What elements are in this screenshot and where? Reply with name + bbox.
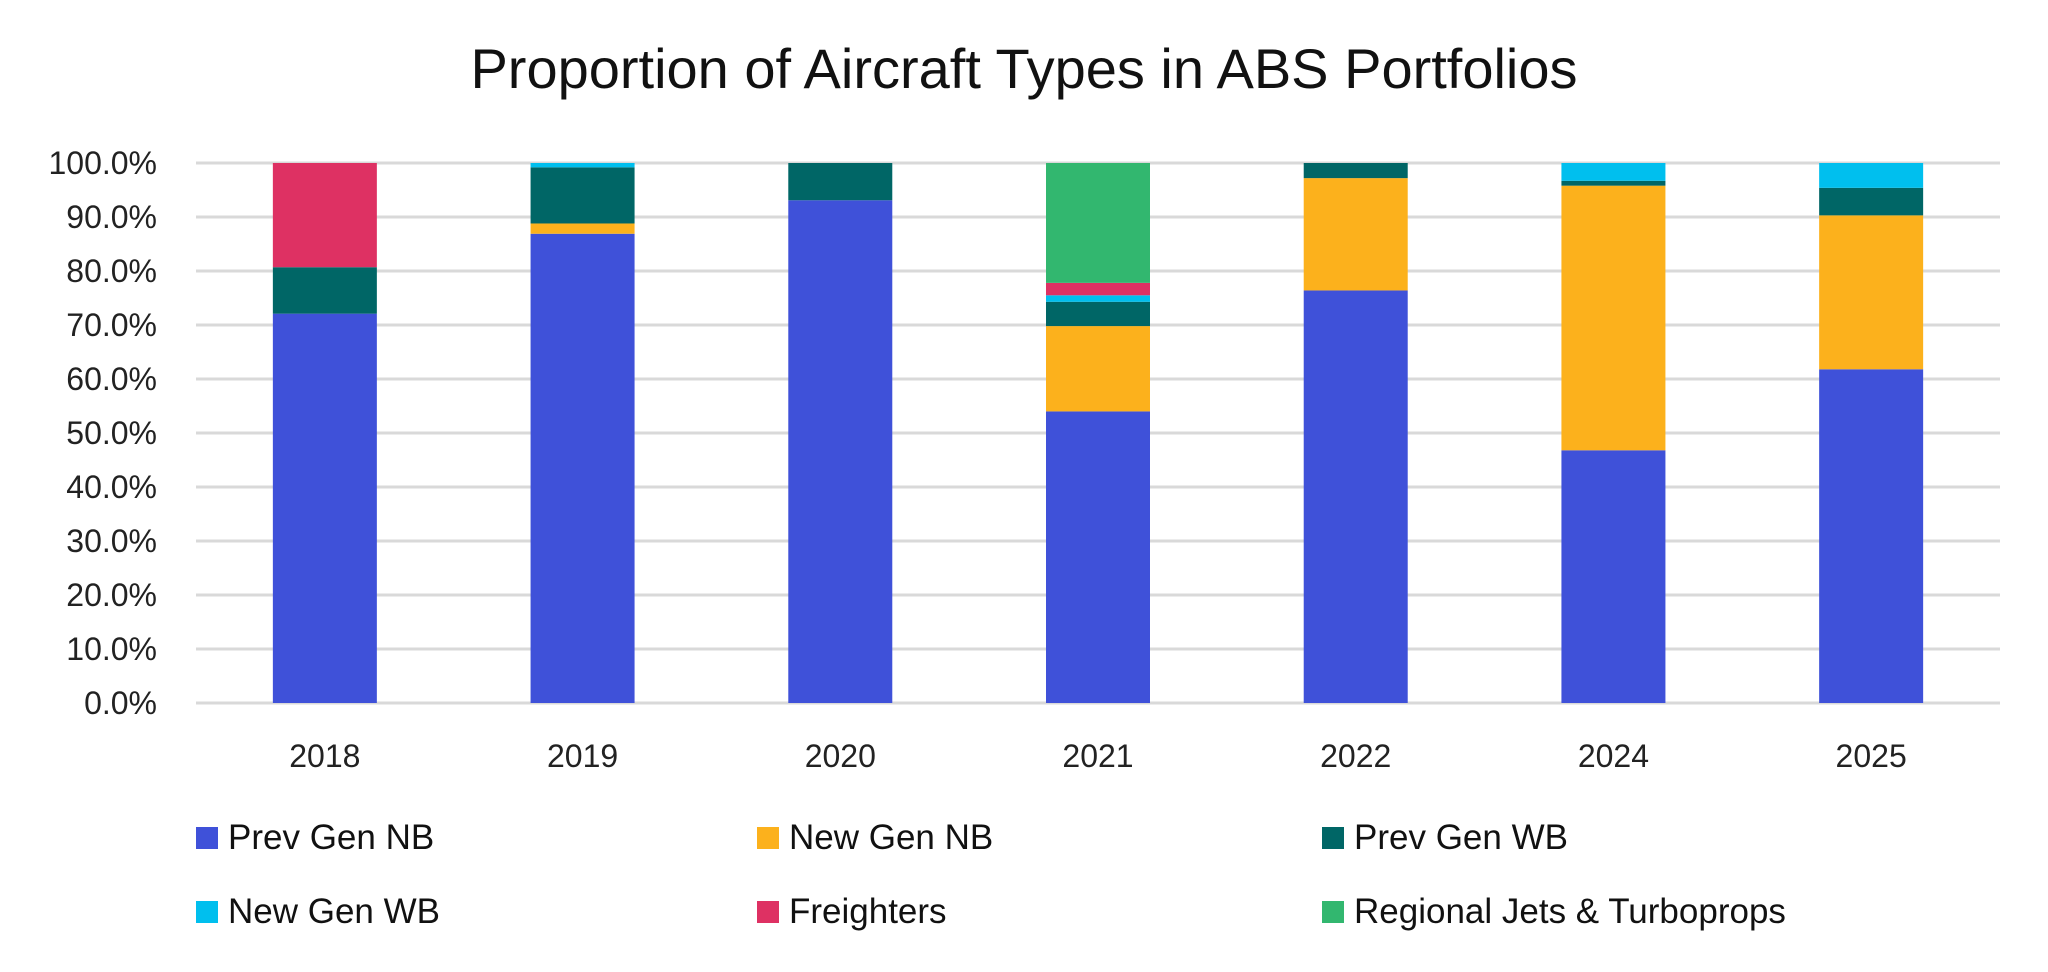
bar-segment [272, 313, 377, 703]
bar-segment [530, 163, 635, 168]
bar-segment [788, 200, 893, 703]
x-tick-label: 2019 [547, 738, 618, 774]
legend-label: Freighters [789, 892, 947, 931]
x-tick-label: 2025 [1836, 738, 1907, 774]
x-tick-label: 2022 [1320, 738, 1391, 774]
bar-segment [1819, 187, 1924, 216]
bar-segment [530, 223, 635, 234]
x-tick-label: 2021 [1062, 738, 1133, 774]
bar-segment [272, 163, 377, 268]
legend-swatch [1322, 901, 1344, 923]
bar-segment [1561, 163, 1666, 181]
legend-item: New Gen NB [757, 818, 993, 858]
bar-segment [1561, 180, 1666, 186]
legend-swatch [196, 901, 218, 923]
bar-segment [530, 233, 635, 704]
bar-segment [1819, 215, 1924, 370]
bar-segment [788, 163, 893, 201]
bar-segment [1303, 290, 1408, 703]
bar-segment [1046, 326, 1150, 412]
legend-item: Regional Jets & Turboprops [1322, 892, 1786, 932]
legend-swatch [1322, 827, 1344, 849]
legend-item: New Gen WB [196, 892, 440, 932]
legend-label: New Gen WB [228, 892, 440, 931]
bar-segment [1303, 163, 1408, 179]
legend-swatch [757, 901, 779, 923]
legend-item: Prev Gen WB [1322, 818, 1568, 858]
bar-segment [530, 167, 635, 224]
legend-label: New Gen NB [789, 818, 994, 857]
legend-label: Regional Jets & Turboprops [1354, 892, 1786, 931]
bar-segment [1561, 185, 1666, 451]
legend-swatch [757, 827, 779, 849]
x-tick-label: 2020 [805, 738, 876, 774]
bar-segment [272, 267, 377, 314]
x-tick-label: 2024 [1578, 738, 1649, 774]
bar-segment [1046, 301, 1150, 327]
bar-segment [1303, 178, 1408, 291]
chart-title: Proportion of Aircraft Types in ABS Port… [470, 37, 1578, 100]
y-tick-label: 10.0% [66, 631, 157, 667]
y-tick-label: 0.0% [84, 685, 157, 721]
y-tick-label: 90.0% [66, 199, 157, 235]
y-tick-label: 20.0% [66, 577, 157, 613]
bar-segment [1819, 369, 1924, 703]
bar-segment [1819, 163, 1924, 188]
y-tick-label: 80.0% [66, 253, 157, 289]
y-tick-label: 50.0% [66, 415, 157, 451]
y-tick-label: 30.0% [66, 523, 157, 559]
legend-item: Prev Gen NB [196, 818, 434, 858]
y-tick-label: 40.0% [66, 469, 157, 505]
legend-label: Prev Gen WB [1354, 818, 1568, 857]
legend-swatch [196, 827, 218, 849]
bar-segment [1046, 411, 1150, 703]
y-tick-label: 60.0% [66, 361, 157, 397]
bar-segment [1046, 295, 1150, 302]
bar-segment [1561, 450, 1666, 703]
y-tick-label: 100.0% [48, 145, 157, 181]
legend-item: Freighters [757, 892, 947, 932]
y-tick-label: 70.0% [66, 307, 157, 343]
bar-segment [1046, 163, 1150, 283]
x-tick-label: 2018 [289, 738, 360, 774]
legend-label: Prev Gen NB [228, 818, 435, 857]
bar-segment [1046, 282, 1150, 296]
